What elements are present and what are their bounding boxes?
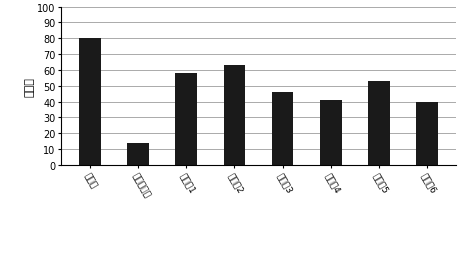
- Bar: [79, 39, 101, 165]
- Bar: [368, 82, 390, 165]
- Bar: [127, 143, 149, 165]
- Y-axis label: 百分比: 百分比: [24, 76, 34, 96]
- Bar: [175, 74, 197, 165]
- Bar: [320, 101, 342, 165]
- Bar: [272, 93, 293, 165]
- Bar: [416, 102, 438, 165]
- Bar: [224, 66, 245, 165]
